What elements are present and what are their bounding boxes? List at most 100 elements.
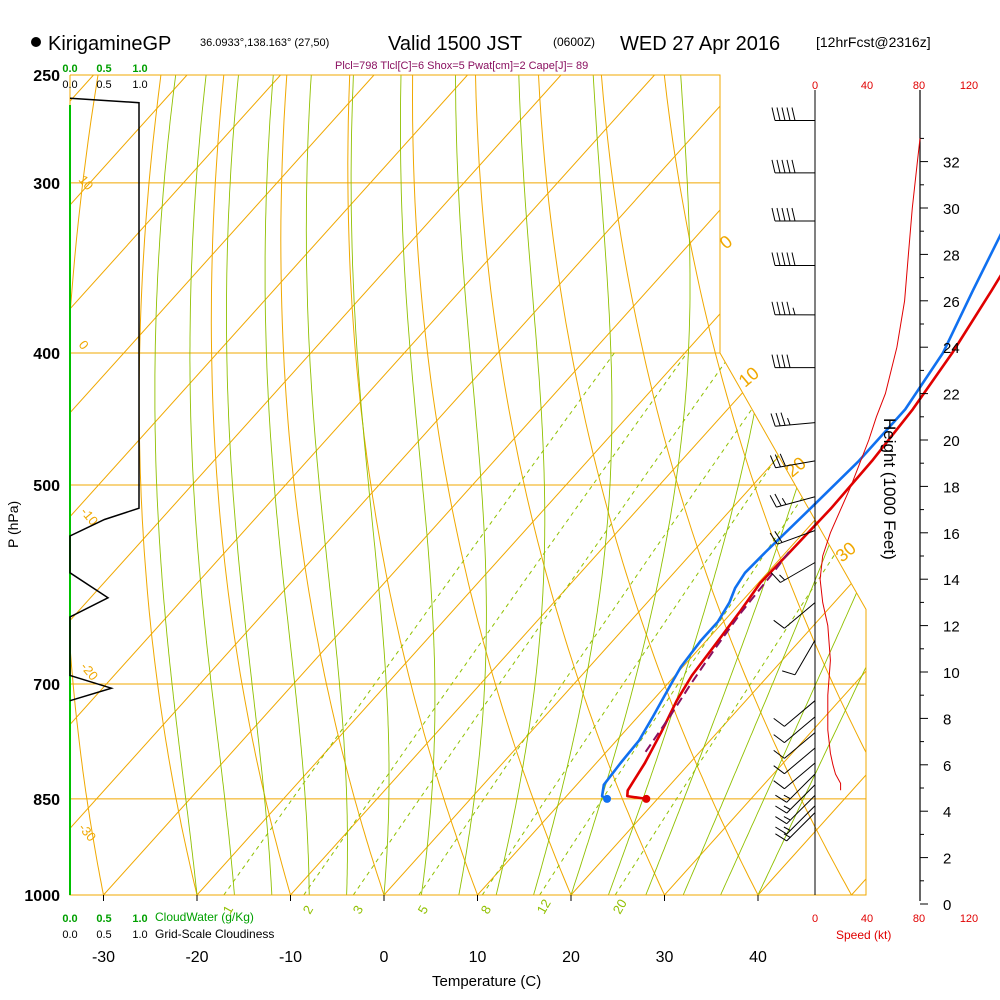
pressure-tick-label: 1000: [24, 888, 60, 905]
wind-barb-flag: [771, 159, 776, 174]
wind-barb-shaft: [784, 762, 816, 790]
wind-barb: [771, 159, 816, 174]
speed-tick-top: 40: [861, 80, 873, 92]
wind-barb: [773, 747, 816, 775]
dry-adiabat-line: [138, 75, 198, 895]
wind-barb-flag: [775, 412, 781, 426]
isotherm-line: [70, 75, 281, 895]
dry-adiabat-line: [411, 75, 572, 895]
wind-barb-shaft: [794, 639, 816, 676]
valid-date: WED 27 Apr 2016: [620, 33, 780, 55]
wind-barb: [769, 453, 816, 469]
wind-barb-shaft: [775, 422, 816, 427]
wind-barb-flag: [771, 301, 776, 315]
wind-barb-flag: [786, 207, 791, 222]
height-tick-label: 32: [943, 155, 960, 172]
isotherm-line: [70, 75, 655, 895]
dry-adiabat-label: 10: [76, 172, 97, 193]
sat-adiabat-line: [570, 75, 691, 895]
wind-barb: [775, 773, 816, 803]
wind-barb-flag: [776, 301, 781, 315]
cloudiness-tick-top: 1.0: [132, 79, 147, 91]
wind-barb-flag: [773, 619, 785, 629]
wind-barb-shaft: [786, 784, 816, 814]
x-tick-label: 40: [749, 949, 767, 966]
isotherm-line: [851, 75, 866, 895]
wind-barb: [770, 562, 816, 583]
wind-barb: [775, 812, 816, 842]
wind-barb-flag: [769, 495, 777, 508]
isotherm-line: [664, 75, 866, 895]
wind-barb-flag: [781, 159, 786, 174]
mixing-ratio-label: 8: [478, 903, 495, 917]
wind-speed-profile: [819, 138, 921, 791]
wind-barb-flag: [773, 734, 785, 744]
wind-barb-flag: [781, 107, 786, 121]
zulu-time: (0600Z): [553, 35, 595, 49]
height-tick-label: 8: [943, 711, 951, 728]
parcel-line: [644, 551, 790, 753]
dry-adiabat-line: [0, 75, 35, 895]
cloud-water-tick-bottom: 0.0: [62, 913, 77, 925]
wind-barb-flag: [774, 531, 783, 543]
sat-adiabat-line: [533, 75, 613, 895]
wind-barb: [773, 602, 816, 629]
sat-adiabat-line: [264, 75, 310, 895]
wind-barb-flag: [776, 107, 781, 121]
wind-barb-flag: [770, 572, 781, 583]
wind-barb-flag: [786, 252, 791, 266]
valid-time: Valid 1500 JST: [388, 33, 522, 55]
cloudiness-tick-bottom: 1.0: [132, 929, 147, 941]
isotherm-line: [290, 75, 866, 895]
cloud-water-tick-top: 1.0: [132, 63, 147, 75]
height-tick-label: 30: [943, 201, 960, 218]
cloud-water-tick-bottom: 1.0: [132, 913, 147, 925]
speed-tick-top: 120: [960, 80, 978, 92]
isotherm-line: [103, 75, 842, 895]
wind-barb-flag: [775, 794, 787, 803]
wind-barb-flag: [791, 252, 796, 266]
sat-adiabat-line: [154, 75, 198, 895]
wind-barb: [771, 301, 816, 316]
height-tick-label: 6: [943, 758, 951, 775]
speed-tick-bottom: 120: [960, 913, 978, 925]
height-tick-label: 4: [943, 804, 951, 821]
x-tick-label: -30: [92, 949, 115, 966]
wind-barb-flag: [771, 354, 776, 368]
chart-series: [69, 97, 1000, 803]
wind-barb: [773, 700, 816, 727]
mixing-ratio-label: 12: [534, 896, 554, 916]
speed-tick-bottom: 0: [812, 913, 818, 925]
wind-barb: [771, 354, 816, 369]
dewpoint-line: [600, 232, 1000, 801]
wind-barb-flag: [775, 805, 787, 814]
y-axis-title: P (hPa): [5, 501, 21, 548]
wind-barb-flag: [776, 207, 781, 222]
x-tick-label: 0: [380, 949, 389, 966]
wind-barb: [775, 784, 816, 814]
mixing-ratio-line: [223, 352, 615, 895]
sat-adiabat-line: [400, 75, 436, 895]
wind-barb-shaft: [784, 602, 816, 629]
cloudiness-tick-top: 0.0: [62, 79, 77, 91]
wind-barb-flag: [786, 159, 791, 174]
speed-tick-top: 80: [913, 80, 925, 92]
wind-barb-flag: [776, 252, 781, 266]
x-tick-label: 20: [562, 949, 580, 966]
height-tick-label: 0: [943, 897, 951, 914]
wind-barb-flag: [781, 252, 786, 266]
wind-barb-shaft: [775, 460, 816, 469]
wind-barb-shaft: [786, 773, 816, 803]
cloudiness-tick-top: 0.5: [96, 79, 111, 91]
pressure-tick-label: 250: [33, 68, 60, 85]
wind-barb-half: [792, 307, 796, 315]
isotherm-line: [383, 75, 866, 895]
wind-barb-half: [779, 574, 786, 581]
cloud-water-tick-top: 0.0: [62, 63, 77, 75]
mixing-ratio-line: [303, 352, 688, 895]
cloud-water-tick-top: 0.5: [96, 63, 111, 75]
speed-tick-bottom: 80: [913, 913, 925, 925]
sat-adiabat-label: 0: [716, 231, 737, 253]
